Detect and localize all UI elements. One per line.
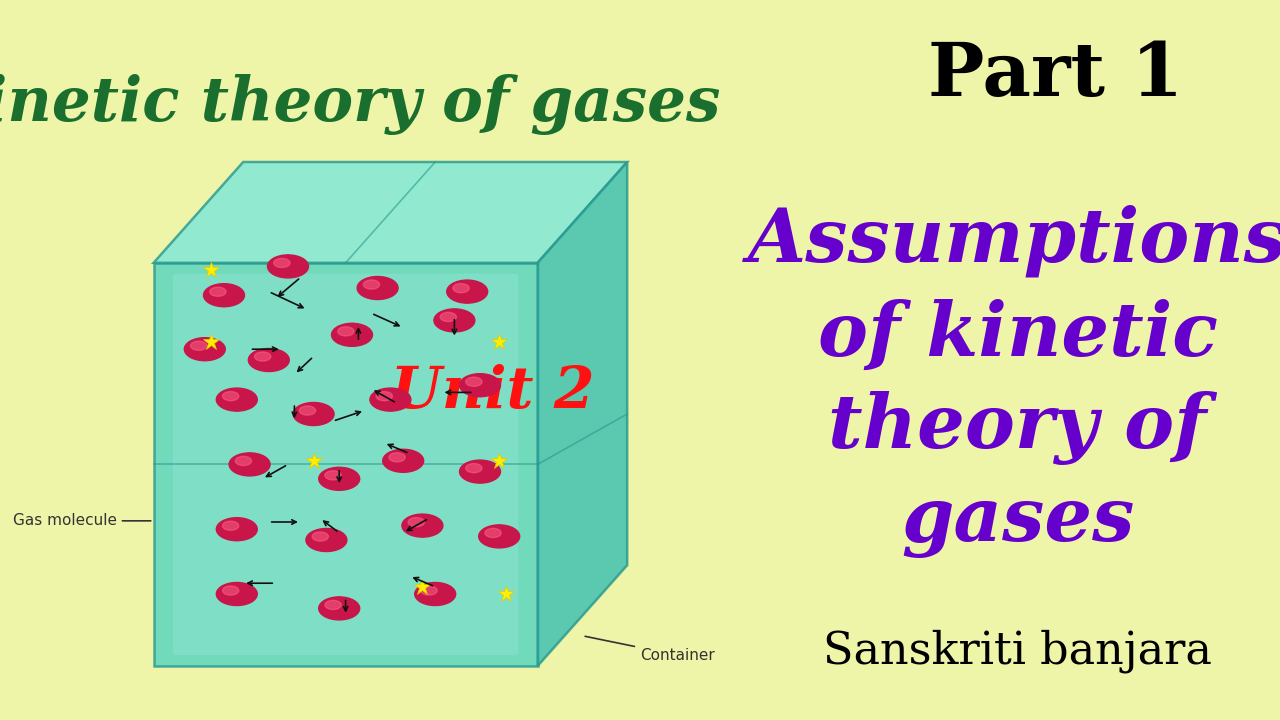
Circle shape bbox=[223, 392, 239, 401]
Polygon shape bbox=[154, 263, 538, 666]
FancyBboxPatch shape bbox=[173, 274, 518, 655]
Polygon shape bbox=[538, 162, 627, 666]
Text: of kinetic: of kinetic bbox=[818, 299, 1217, 371]
Circle shape bbox=[210, 287, 227, 297]
Circle shape bbox=[236, 456, 252, 466]
Circle shape bbox=[421, 586, 438, 595]
Circle shape bbox=[479, 525, 520, 548]
Circle shape bbox=[268, 255, 308, 278]
Circle shape bbox=[319, 467, 360, 490]
Text: Sanskriti banjara: Sanskriti banjara bbox=[823, 630, 1212, 673]
Circle shape bbox=[338, 327, 355, 336]
Polygon shape bbox=[154, 162, 627, 263]
Circle shape bbox=[434, 309, 475, 332]
Circle shape bbox=[293, 402, 334, 426]
Circle shape bbox=[408, 518, 425, 527]
Circle shape bbox=[216, 582, 257, 606]
Text: Container: Container bbox=[585, 636, 714, 662]
Circle shape bbox=[248, 348, 289, 372]
Circle shape bbox=[184, 338, 225, 361]
Circle shape bbox=[460, 460, 500, 483]
Circle shape bbox=[402, 514, 443, 537]
Circle shape bbox=[312, 532, 329, 541]
Circle shape bbox=[223, 586, 239, 595]
Circle shape bbox=[364, 280, 380, 289]
Text: Unit 2: Unit 2 bbox=[392, 364, 594, 420]
Circle shape bbox=[319, 597, 360, 620]
Circle shape bbox=[229, 453, 270, 476]
Circle shape bbox=[255, 352, 271, 361]
Text: gases: gases bbox=[901, 486, 1134, 558]
Circle shape bbox=[204, 284, 244, 307]
Circle shape bbox=[274, 258, 291, 268]
Circle shape bbox=[325, 600, 342, 610]
Circle shape bbox=[370, 388, 411, 411]
Circle shape bbox=[466, 377, 483, 387]
Circle shape bbox=[415, 582, 456, 606]
Circle shape bbox=[460, 374, 500, 397]
Circle shape bbox=[389, 453, 406, 462]
Circle shape bbox=[383, 449, 424, 472]
Circle shape bbox=[376, 392, 393, 401]
Circle shape bbox=[447, 280, 488, 303]
Circle shape bbox=[485, 528, 502, 538]
Text: Assumptions: Assumptions bbox=[748, 205, 1280, 277]
Circle shape bbox=[440, 312, 457, 322]
Text: Part 1: Part 1 bbox=[928, 39, 1184, 112]
Circle shape bbox=[216, 388, 257, 411]
Circle shape bbox=[466, 464, 483, 473]
Circle shape bbox=[300, 406, 316, 415]
Text: theory of: theory of bbox=[828, 392, 1207, 465]
Circle shape bbox=[357, 276, 398, 300]
Text: Kinetic theory of gases: Kinetic theory of gases bbox=[0, 74, 721, 135]
Circle shape bbox=[325, 471, 342, 480]
Circle shape bbox=[223, 521, 239, 531]
Circle shape bbox=[191, 341, 207, 351]
Circle shape bbox=[453, 284, 470, 293]
Text: Gas molecule: Gas molecule bbox=[13, 513, 151, 528]
Circle shape bbox=[332, 323, 372, 346]
Circle shape bbox=[306, 528, 347, 552]
Circle shape bbox=[216, 518, 257, 541]
